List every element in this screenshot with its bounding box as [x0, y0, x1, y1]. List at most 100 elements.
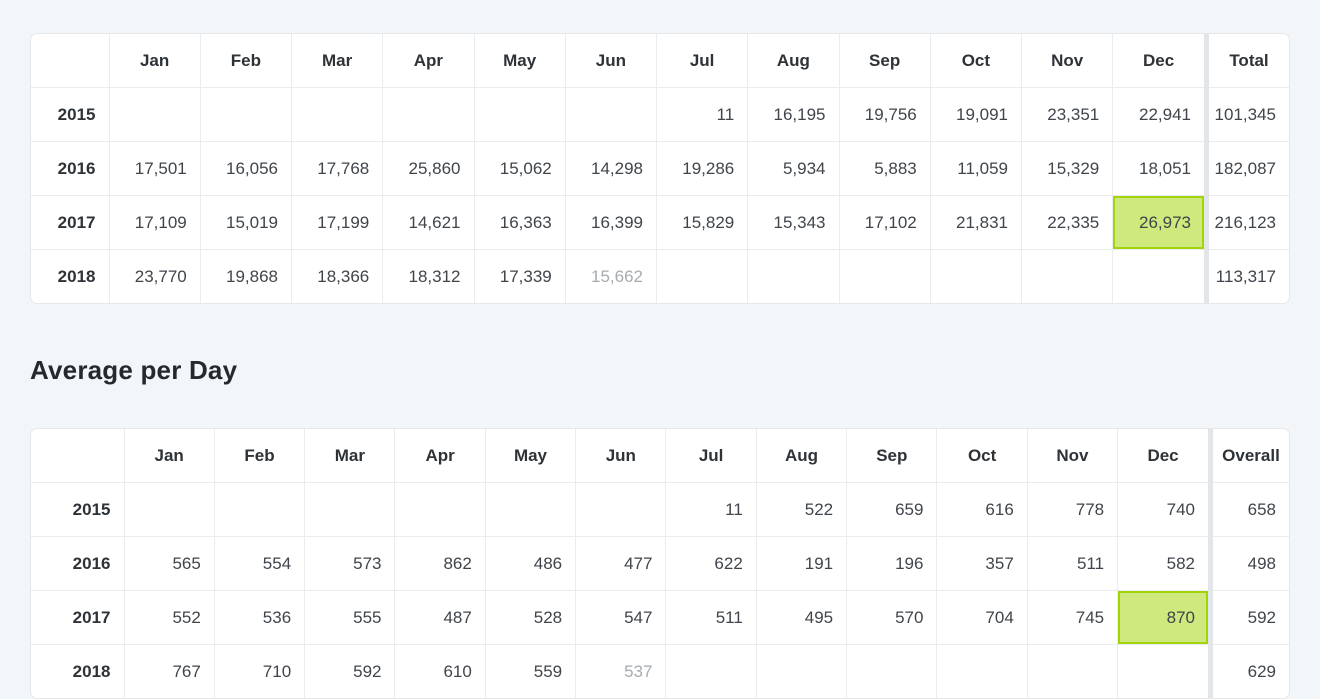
- column-header-aug: Aug: [747, 34, 839, 88]
- stat-cell: 552: [123, 590, 215, 645]
- total-cell: 498: [1213, 536, 1289, 591]
- stat-cell: 196: [846, 536, 937, 591]
- column-header-total: Total: [1229, 50, 1269, 70]
- column-header-nov: Nov: [1020, 34, 1113, 88]
- stat-cell: 14,298: [564, 141, 657, 196]
- stat-cell: 862: [394, 536, 486, 591]
- column-header-jun: Jun: [564, 34, 657, 88]
- column-header-may: May: [484, 429, 576, 483]
- stat-cell: 14,621: [382, 195, 474, 250]
- total-cell: 101,345: [1209, 87, 1289, 142]
- total-column-separator: [1208, 590, 1213, 645]
- stat-cell: 511: [1026, 536, 1118, 591]
- stat-cell: 745: [1026, 590, 1118, 645]
- column-header-jul: Jul: [655, 34, 748, 88]
- stat-cell: 22,941: [1112, 87, 1204, 142]
- year-row-2017: 2017 552 536 555 487 528 547 511 495 570 704 745 870…: [31, 590, 1289, 645]
- stat-cell: 11: [665, 482, 757, 537]
- stat-cell: 573: [304, 536, 395, 591]
- stat-cell: 528: [484, 590, 576, 645]
- year-label: 2018: [31, 249, 109, 303]
- year-row-2018: 2018 23,770 19,868 18,366 18,312 17,339 15,662…: [31, 249, 1289, 303]
- column-header-jan: Jan: [108, 34, 201, 88]
- stat-cell: [846, 644, 937, 698]
- column-header-jul: Jul: [665, 429, 757, 483]
- monthly-views-card: Jan Feb Mar Apr May Jun Jul Aug Sep Oct Nov Dec Tota…: [30, 33, 1290, 304]
- stat-cell: 547: [575, 590, 666, 645]
- year-row-2015: 2015 11 16,195 19,756 19,091 23,351 22,941 101,…: [31, 87, 1289, 142]
- stat-cell: [838, 249, 931, 303]
- column-header-dec: Dec: [1117, 429, 1208, 483]
- total-column-separator: [1208, 536, 1213, 591]
- stat-cell: 15,829: [655, 195, 748, 250]
- year-label: 2017: [31, 590, 124, 645]
- year-label: 2016: [31, 536, 124, 591]
- highlighted-stat-cell: 870: [1117, 590, 1208, 645]
- stat-cell: 582: [1117, 536, 1208, 591]
- stat-cell: 710: [213, 644, 305, 698]
- stat-cell: 19,756: [838, 87, 931, 142]
- stat-cell: [564, 87, 657, 142]
- year-row-2017: 2017 17,109 15,019 17,199 14,621 16,363 16,399…: [31, 195, 1289, 250]
- year-label: 2015: [31, 87, 109, 142]
- column-header-row: Jan Feb Mar Apr May Jun Jul Aug Sep Oct Nov Dec Tota…: [31, 34, 1289, 88]
- total-cell: 629: [1213, 644, 1289, 698]
- stat-cell: 5,934: [747, 141, 839, 196]
- column-header-row: Jan Feb Mar Apr May Jun Jul Aug Sep Oct Nov Dec Over…: [31, 429, 1289, 483]
- stat-cell: 477: [575, 536, 666, 591]
- total-cell: 182,087: [1209, 141, 1289, 196]
- stat-cell: [382, 87, 474, 142]
- stat-cell: 16,195: [747, 87, 839, 142]
- year-row-2018: 2018 767 710 592 610 559 537 629: [31, 644, 1289, 698]
- stat-cell: [473, 87, 566, 142]
- column-header-overall: Overall: [1222, 445, 1280, 465]
- stat-cell: 16,399: [564, 195, 657, 250]
- stat-cell: 17,199: [290, 195, 383, 250]
- stat-cell: 704: [936, 590, 1028, 645]
- stat-cell: 565: [123, 536, 215, 591]
- column-header-sep: Sep: [838, 34, 931, 88]
- year-column-header: [31, 34, 109, 88]
- stat-cell: 767: [123, 644, 215, 698]
- column-header-dec: Dec: [1112, 34, 1204, 88]
- total-cell: 216,123: [1209, 195, 1289, 250]
- stat-cell: 19,868: [199, 249, 292, 303]
- year-column-header: [31, 429, 124, 483]
- stat-cell: 18,312: [382, 249, 474, 303]
- column-header-apr: Apr: [382, 34, 474, 88]
- stat-cell: 5,883: [838, 141, 931, 196]
- year-label: 2017: [31, 195, 109, 250]
- column-header-oct: Oct: [936, 429, 1028, 483]
- stat-cell: [394, 482, 486, 537]
- stat-cell: 16,056: [199, 141, 292, 196]
- column-header-feb: Feb: [213, 429, 305, 483]
- total-column-separator: [1204, 141, 1209, 196]
- stat-cell: 11,059: [929, 141, 1022, 196]
- stat-cell: 495: [755, 590, 847, 645]
- total-column-separator: [1208, 482, 1213, 537]
- stat-cell: 740: [1117, 482, 1208, 537]
- stat-cell: [1020, 249, 1113, 303]
- stat-cell: 536: [213, 590, 305, 645]
- stat-cell: [484, 482, 576, 537]
- total-column-separator: [1204, 249, 1209, 303]
- total-cell: 658: [1213, 482, 1289, 537]
- stat-cell: 19,091: [929, 87, 1022, 142]
- stat-cell: 622: [665, 536, 757, 591]
- stat-cell: [1117, 644, 1208, 698]
- column-header-jun: Jun: [575, 429, 666, 483]
- total-column-separator: [1204, 195, 1209, 250]
- average-per-day-card: Jan Feb Mar Apr May Jun Jul Aug Sep Oct Nov Dec Over…: [30, 428, 1290, 699]
- stat-cell: 25,860: [382, 141, 474, 196]
- stat-cell: 17,768: [290, 141, 383, 196]
- stat-cell: 486: [484, 536, 576, 591]
- year-row-2015: 2015 11 522 659 616 778 740 658: [31, 482, 1289, 537]
- stat-cell: 487: [394, 590, 486, 645]
- column-header-feb: Feb: [199, 34, 292, 88]
- stat-cell: 19,286: [655, 141, 748, 196]
- stat-cell: [936, 644, 1028, 698]
- stat-cell: 555: [304, 590, 395, 645]
- stat-cell: 16,363: [473, 195, 566, 250]
- year-label: 2016: [31, 141, 109, 196]
